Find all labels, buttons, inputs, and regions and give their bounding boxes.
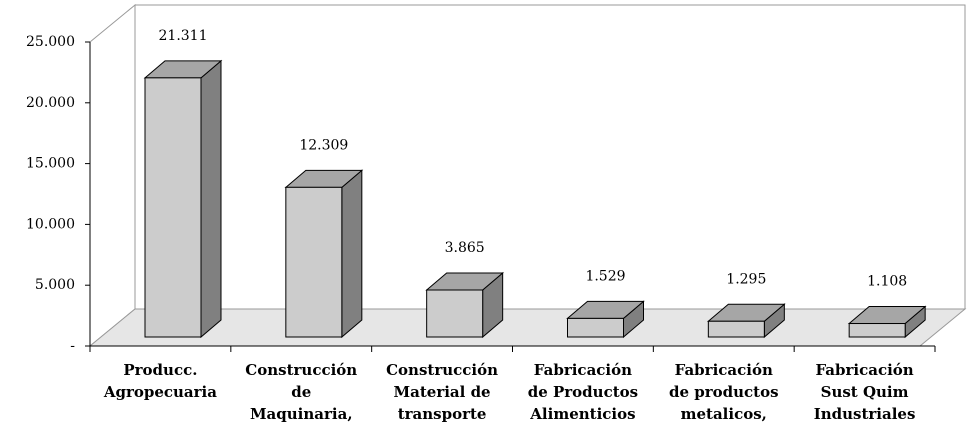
bar-side bbox=[200, 59, 222, 339]
back-wall bbox=[134, 4, 966, 310]
value-label: 21.311 bbox=[159, 28, 208, 44]
y-tick-label: 5.000 bbox=[35, 277, 75, 293]
x-tick-label: Fabricación de productos metalicos, bbox=[669, 361, 779, 423]
bar bbox=[848, 323, 906, 338]
value-label: 1.529 bbox=[585, 268, 625, 284]
y-tick-label: 15.000 bbox=[26, 156, 75, 172]
side-wall bbox=[89, 3, 136, 348]
y-tick-label: 20.000 bbox=[26, 95, 75, 111]
value-label: 1.295 bbox=[726, 271, 766, 287]
x-tick-label: Construcción de Maquinaria, bbox=[245, 361, 357, 423]
x-tick-label: Fabricación Sust Quim Industriales bbox=[814, 361, 916, 423]
x-tick-label: Producc. Agropecuaria bbox=[103, 361, 217, 401]
bar bbox=[426, 289, 484, 338]
x-tick-label: Fabricación de Productos Alimenticios bbox=[528, 361, 638, 423]
bar bbox=[567, 317, 624, 338]
bar bbox=[144, 77, 202, 338]
value-label: 3.865 bbox=[445, 240, 485, 256]
value-label: 1.108 bbox=[867, 274, 907, 290]
y-tick-label: 25.000 bbox=[26, 34, 75, 50]
bar bbox=[285, 186, 343, 338]
bar bbox=[707, 320, 765, 338]
bar-side bbox=[341, 169, 363, 339]
value-label: 12.309 bbox=[299, 137, 348, 153]
y-tick-label: - bbox=[70, 338, 75, 354]
x-tick-label: Construcción Material de transporte bbox=[386, 361, 498, 423]
y-tick-label: 10.000 bbox=[26, 216, 75, 232]
